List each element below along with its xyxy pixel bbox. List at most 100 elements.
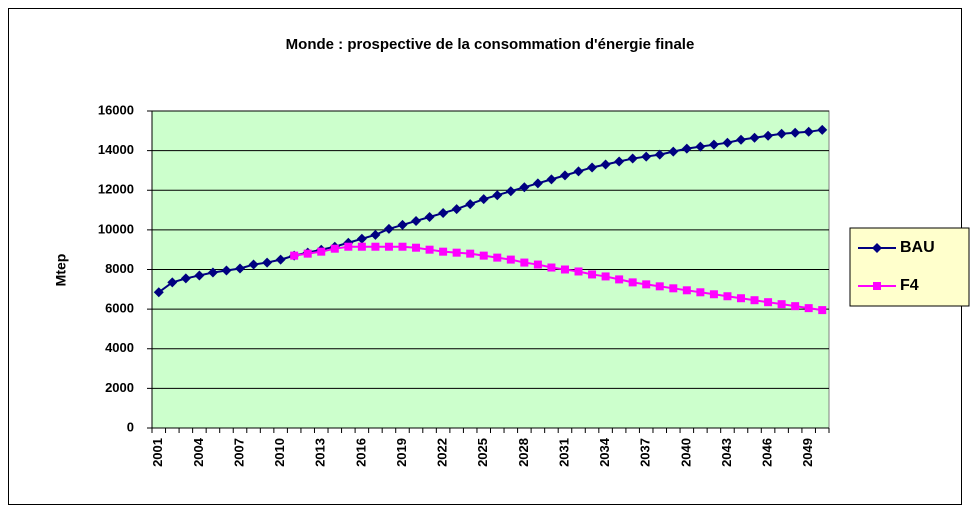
data-point [370,229,381,240]
data-point [654,149,665,160]
data-point [749,132,760,143]
data-point [330,244,339,253]
data-point [736,294,745,303]
data-point [641,151,652,162]
chart-title: Monde : prospective de la consommation d… [286,36,695,53]
x-tick-label: 2040 [678,438,693,467]
x-tick-label: 2028 [516,438,531,467]
legend-marker [873,282,881,290]
data-point [682,286,691,295]
x-tick-label: 2046 [760,438,775,467]
data-point [153,287,164,298]
y-tick-label: 8000 [105,261,134,276]
data-point [655,282,664,291]
data-point [519,182,530,193]
data-point [709,290,718,299]
data-point [803,126,814,137]
data-point [411,215,422,226]
data-point [777,300,786,309]
data-point [452,248,461,257]
legend-label: F4 [900,277,919,294]
data-point [668,146,679,157]
data-point [723,292,732,301]
data-point [763,130,774,141]
y-tick-label: 2000 [105,380,134,395]
x-tick-label: 2013 [313,438,328,467]
y-tick-label: 12000 [98,182,134,197]
data-point [357,242,366,251]
data-point [478,194,489,205]
y-tick-label: 4000 [105,340,134,355]
data-point [180,273,191,284]
data-point [356,233,367,244]
x-tick-label: 2037 [638,438,653,467]
data-point [506,255,515,264]
data-point [735,134,746,145]
data-point [574,267,583,276]
data-point [588,270,597,279]
data-point [207,267,218,278]
data-point [451,204,462,215]
data-point [397,219,408,230]
data-point [776,128,787,139]
x-tick-label: 2007 [231,438,246,467]
data-point [167,277,178,288]
data-point [303,249,312,258]
legend-marker [872,243,882,253]
y-tick-label: 6000 [105,301,134,316]
data-point [546,174,557,185]
data-point [696,288,705,297]
data-point [681,143,692,154]
data-point [248,259,259,270]
data-point [533,260,542,269]
data-point [412,243,421,252]
data-point [750,296,759,305]
data-point [493,253,502,262]
data-point [465,199,476,210]
data-point [804,304,813,313]
data-point [425,245,434,254]
data-point [505,186,516,197]
x-tick-label: 2043 [719,438,734,467]
data-point [221,265,232,276]
x-tick-label: 2004 [191,437,206,467]
data-point [600,159,611,170]
data-point [559,170,570,181]
data-point [290,251,299,260]
data-point [439,247,448,256]
series-line [294,245,823,312]
data-point [520,258,529,267]
x-tick-label: 2010 [272,438,287,467]
y-tick-label: 10000 [98,221,134,236]
data-point [818,306,827,315]
data-point [642,280,651,289]
x-tick-label: 2049 [800,438,815,467]
data-point [791,302,800,311]
data-point [492,190,503,201]
data-point [615,275,624,284]
data-point [383,223,394,234]
data-point [817,124,828,135]
x-tick-label: 2034 [597,437,612,467]
data-point [466,249,475,258]
x-tick-label: 2001 [150,438,165,467]
y-tick-label: 14000 [98,142,134,157]
data-point [384,242,393,251]
data-point [371,242,380,251]
y-tick-label: 0 [127,419,134,434]
data-point [344,242,353,251]
data-point [587,162,598,173]
data-point [722,137,733,148]
data-point [424,211,435,222]
data-point [560,265,569,274]
data-point [764,298,773,307]
y-axis-label: Mtep [53,254,69,287]
x-tick-label: 2019 [394,438,409,467]
data-point [790,127,801,138]
x-tick-label: 2031 [556,438,571,467]
data-point [573,166,584,177]
y-tick-label: 16000 [98,102,134,117]
x-tick-label: 2016 [353,438,368,467]
data-point [708,139,719,150]
